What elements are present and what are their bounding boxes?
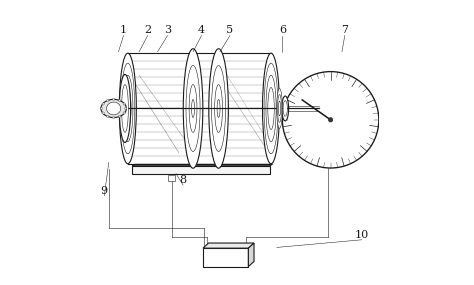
Ellipse shape [211, 66, 226, 151]
Ellipse shape [118, 99, 121, 102]
Text: 5: 5 [227, 25, 234, 35]
Ellipse shape [101, 99, 127, 117]
Ellipse shape [123, 112, 125, 114]
Polygon shape [248, 243, 254, 266]
Polygon shape [132, 164, 273, 166]
Ellipse shape [118, 115, 121, 117]
Ellipse shape [283, 101, 287, 116]
Bar [168, 175, 175, 181]
Text: 3: 3 [164, 25, 171, 35]
Text: 8: 8 [180, 175, 187, 185]
Text: 6: 6 [279, 25, 286, 35]
Ellipse shape [183, 49, 203, 168]
Ellipse shape [186, 66, 200, 151]
Ellipse shape [215, 85, 222, 132]
Ellipse shape [119, 74, 131, 142]
Polygon shape [203, 243, 254, 248]
Ellipse shape [100, 107, 103, 110]
Ellipse shape [279, 101, 281, 116]
Ellipse shape [107, 102, 121, 115]
Ellipse shape [119, 53, 137, 164]
Ellipse shape [209, 49, 228, 168]
Ellipse shape [191, 99, 194, 117]
Ellipse shape [123, 103, 125, 105]
Ellipse shape [112, 116, 115, 119]
Text: 4: 4 [198, 25, 205, 35]
Ellipse shape [107, 99, 109, 102]
Ellipse shape [121, 85, 128, 132]
Text: 7: 7 [341, 25, 348, 35]
Text: 10: 10 [355, 230, 369, 240]
Ellipse shape [278, 95, 282, 122]
Ellipse shape [102, 103, 104, 105]
Ellipse shape [277, 89, 283, 128]
Ellipse shape [189, 85, 197, 132]
Circle shape [328, 118, 333, 122]
Ellipse shape [112, 98, 115, 101]
Bar [203, 248, 248, 266]
Ellipse shape [125, 107, 127, 110]
Text: 9: 9 [100, 186, 108, 196]
Polygon shape [132, 166, 270, 174]
Ellipse shape [107, 115, 109, 117]
Ellipse shape [282, 96, 289, 121]
Ellipse shape [217, 99, 220, 117]
Ellipse shape [102, 112, 104, 114]
Circle shape [283, 72, 379, 168]
Text: 2: 2 [144, 25, 151, 35]
Text: 1: 1 [120, 25, 127, 35]
Ellipse shape [263, 53, 280, 164]
